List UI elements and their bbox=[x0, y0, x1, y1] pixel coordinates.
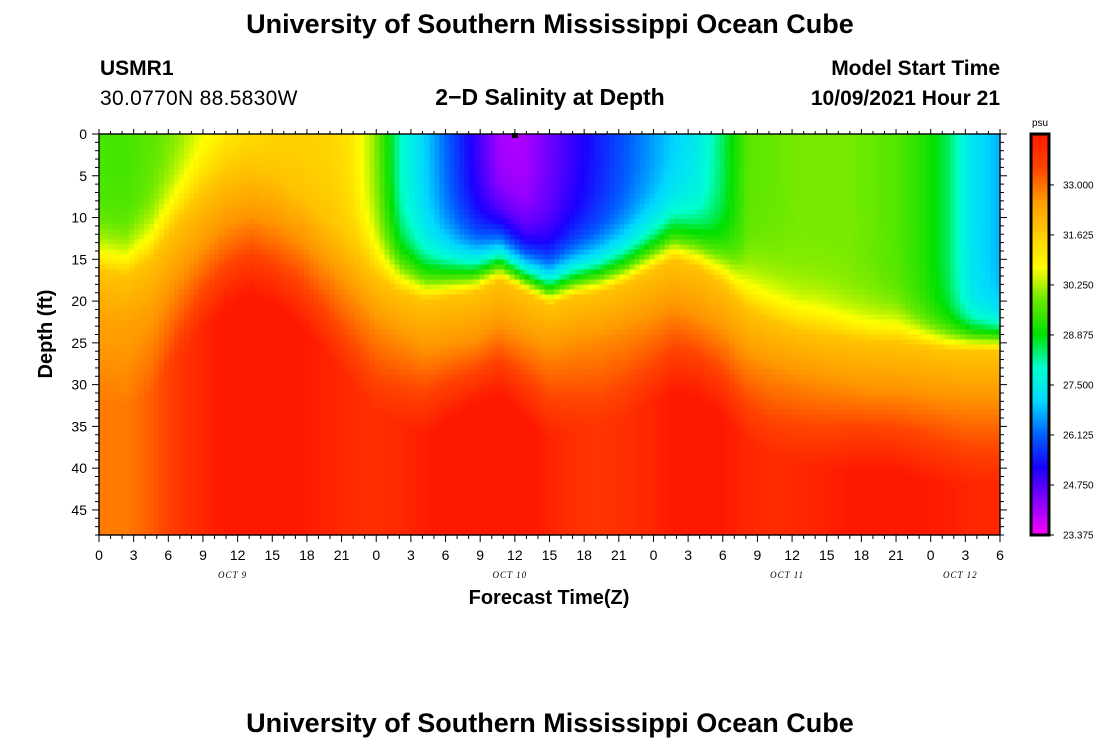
x-tick-label: 12 bbox=[507, 547, 523, 563]
date-label: OCT 11 bbox=[770, 570, 804, 580]
x-tick-label: 18 bbox=[299, 547, 315, 563]
current-time-marker bbox=[511, 133, 518, 138]
colorbar: 33.000 31.625 30.250 28.875 27.500 26.125 24.7… bbox=[1029, 118, 1094, 542]
colorbar-tick-label: 33.000 bbox=[1063, 180, 1094, 191]
y-tick-label: 5 bbox=[79, 168, 87, 184]
x-axis-title: Forecast Time(Z) bbox=[469, 587, 630, 609]
colorbar-tick-label: 23.375 bbox=[1063, 531, 1094, 542]
y-tick-label: 45 bbox=[71, 502, 87, 518]
x-tick-label: 6 bbox=[164, 547, 172, 563]
x-tick-label: 12 bbox=[784, 547, 800, 563]
x-tick-label: 18 bbox=[576, 547, 592, 563]
y-tick-label: 20 bbox=[71, 293, 87, 309]
x-tick-label: 15 bbox=[542, 547, 558, 563]
x-tick-label: 3 bbox=[684, 547, 692, 563]
station-location: 30.0770N 88.5830W bbox=[100, 87, 298, 110]
date-label: OCT 10 bbox=[493, 570, 528, 580]
x-tick-label: 9 bbox=[754, 547, 762, 563]
colorbar-tick-label: 28.875 bbox=[1063, 330, 1094, 341]
x-tick-label: 3 bbox=[130, 547, 138, 563]
y-tick-label: 40 bbox=[71, 460, 87, 476]
model-start-value: 10/09/2021 Hour 21 bbox=[810, 87, 1000, 110]
footer-title: University of Southern Mississippi Ocean… bbox=[246, 708, 854, 738]
x-tick-label: 21 bbox=[611, 547, 627, 563]
x-axis: 0 3 6 9 12 15 18 21 0 3 6 9 12 15 18 21 0 3 6 9 12 15 18 21 0 3 6 O… bbox=[95, 129, 1004, 580]
date-label: OCT 12 bbox=[943, 570, 978, 580]
x-tick-label: 0 bbox=[372, 547, 380, 563]
station-id: USMR1 bbox=[100, 57, 174, 80]
colorbar-tick-label: 26.125 bbox=[1063, 430, 1094, 441]
colorbar-tick-label: 24.750 bbox=[1063, 480, 1094, 491]
x-tick-label: 0 bbox=[650, 547, 658, 563]
x-tick-label: 6 bbox=[442, 547, 450, 563]
y-tick-label: 10 bbox=[71, 210, 87, 226]
y-tick-label: 15 bbox=[71, 251, 87, 267]
x-tick-label: 15 bbox=[264, 547, 280, 563]
time-marker-layer bbox=[511, 133, 518, 138]
y-axis-title: Depth (ft) bbox=[35, 290, 57, 379]
x-tick-label: 0 bbox=[95, 547, 103, 563]
colorbar-unit: psu bbox=[1032, 118, 1048, 129]
x-tick-label: 9 bbox=[476, 547, 484, 563]
x-tick-label: 9 bbox=[199, 547, 207, 563]
page-title: University of Southern Mississippi Ocean… bbox=[246, 9, 854, 39]
colorbar-tick-label: 27.500 bbox=[1063, 380, 1094, 391]
y-tick-label: 0 bbox=[79, 126, 87, 142]
x-tick-label: 21 bbox=[888, 547, 904, 563]
model-start-label: Model Start Time bbox=[831, 57, 1000, 80]
x-tick-label: 6 bbox=[996, 547, 1004, 563]
y-tick-label: 35 bbox=[71, 418, 87, 434]
x-tick-label: 15 bbox=[819, 547, 835, 563]
y-tick-label: 25 bbox=[71, 335, 87, 351]
x-tick-label: 18 bbox=[854, 547, 870, 563]
colorbar-bar bbox=[1029, 132, 1051, 537]
colorbar-tick-label: 30.250 bbox=[1063, 280, 1094, 291]
plot-title: 2−D Salinity at Depth bbox=[435, 84, 665, 110]
x-tick-label: 3 bbox=[407, 547, 415, 563]
x-tick-label: 6 bbox=[719, 547, 727, 563]
date-label: OCT 9 bbox=[218, 570, 247, 580]
x-tick-label: 0 bbox=[927, 547, 935, 563]
salinity-heatmap bbox=[99, 134, 1000, 535]
x-tick-label: 12 bbox=[230, 547, 246, 563]
x-tick-label: 21 bbox=[334, 547, 350, 563]
y-axis: 0 5 10 15 20 25 30 35 40 45 bbox=[71, 126, 1007, 536]
y-tick-label: 30 bbox=[71, 377, 87, 393]
colorbar-tick-label: 31.625 bbox=[1063, 230, 1094, 241]
x-tick-label: 3 bbox=[961, 547, 969, 563]
